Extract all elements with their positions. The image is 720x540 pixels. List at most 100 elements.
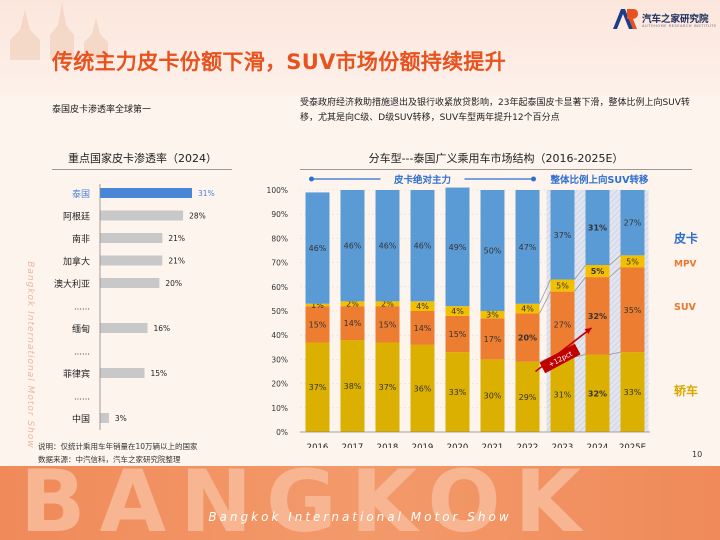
stacked-bar-segment xyxy=(410,311,435,345)
stacked-bar-segment xyxy=(340,340,365,432)
country-label: 中国 xyxy=(72,413,90,425)
stacked-bar-segment xyxy=(410,190,435,302)
y-tick-label: 20% xyxy=(271,380,288,389)
stacked-bar-segment xyxy=(620,255,645,268)
x-tick-label: 2016 xyxy=(307,443,329,448)
y-tick-label: 100% xyxy=(267,186,288,195)
segment-value-label: 2% xyxy=(381,300,394,309)
country-label: …… xyxy=(74,348,90,357)
left-chart-title: 重点国家皮卡渗透率（2024） xyxy=(68,152,217,165)
market-structure-chart: 0% 10% 20% 30% 40% 50% 60% 70% 80% 90% 100% 37% 15% 1… xyxy=(267,172,698,448)
country-label: 澳大利亚 xyxy=(54,278,90,290)
stacked-bar-segment xyxy=(550,190,575,280)
stacked-bar-segment xyxy=(480,190,505,311)
stacked-bar-segment xyxy=(375,306,400,343)
stacked-bar-segment xyxy=(375,190,400,302)
footnote-line-1: 说明：仅统计乘用车年销量在10万辆以上的国家 xyxy=(38,442,198,451)
segment-value-label: 29% xyxy=(519,393,537,402)
stacked-bar-segment xyxy=(585,354,610,432)
segment-value-label: 15% xyxy=(309,320,327,329)
x-tick-label: 2017 xyxy=(342,443,364,448)
segment-value-label: 37% xyxy=(554,231,572,240)
x-tick-label: 2018 xyxy=(377,443,399,448)
y-tick-label: 0% xyxy=(276,428,288,437)
penetration-bar xyxy=(100,233,163,243)
segment-value-label: 32% xyxy=(588,389,607,398)
penetration-bar xyxy=(100,255,163,266)
footnote: 说明：仅统计乘用车年销量在10万辆以上的国家 数据来源：中汽信科，汽车之家研究院… xyxy=(38,440,198,466)
right-band-label: 整体比例上向SUV转移 xyxy=(550,174,649,186)
stacked-bar-segment xyxy=(305,303,330,307)
segment-value-label: 1% xyxy=(311,301,324,310)
stacked-bar-segment xyxy=(585,190,610,266)
segment-value-label: 15% xyxy=(379,320,397,329)
right-title-divider xyxy=(300,169,692,170)
stacked-bar-segment xyxy=(410,344,435,432)
segment-value-label: 47% xyxy=(519,243,537,252)
stacked-bar-segment xyxy=(515,303,540,314)
y-tick-label: 40% xyxy=(271,331,288,340)
logo-subtext: AUTOHOME RESEARCH INSTITUTE xyxy=(642,24,717,28)
y-tick-label: 30% xyxy=(271,355,288,364)
segment-value-label: 37% xyxy=(309,383,327,392)
segment-value-label: 46% xyxy=(309,244,327,253)
stacked-bar-segment xyxy=(480,359,505,432)
segment-value-label: 37% xyxy=(379,383,397,392)
left-subtitle: 泰国皮卡渗透率全球第一 xyxy=(52,105,152,115)
trend-connector xyxy=(539,279,551,304)
segment-value-label: 30% xyxy=(484,392,502,401)
stacked-bar-segment xyxy=(410,301,435,311)
country-label: 缅甸 xyxy=(72,323,90,335)
page-number: 10 xyxy=(692,450,703,459)
stacked-bar-segment xyxy=(305,342,330,432)
segment-value-label: 36% xyxy=(414,384,432,393)
stacked-bar-segment xyxy=(550,291,575,357)
penetration-bar xyxy=(100,278,160,288)
banner-big-text: BANGKOK xyxy=(20,466,596,540)
segment-value-label: 35% xyxy=(624,306,642,315)
segment-value-label: 31% xyxy=(554,390,572,399)
x-tick-label: 2022 xyxy=(517,443,539,448)
y-tick-label: 60% xyxy=(271,283,288,292)
stacked-bar-segment xyxy=(550,279,575,292)
stacked-bar-segment xyxy=(445,352,470,432)
stacked-bar-segment xyxy=(375,342,400,432)
trend-connector xyxy=(574,276,586,292)
segment-value-label: 17% xyxy=(484,335,502,344)
penetration-value-label: 3% xyxy=(115,414,127,423)
segment-value-label: 4% xyxy=(416,302,429,311)
y-tick-label: 80% xyxy=(271,234,288,243)
logo: 汽车之家研究院 AUTOHOME RESEARCH INSTITUTE xyxy=(612,8,716,32)
x-tick-label: 2025E xyxy=(619,443,646,448)
segment-value-label: 4% xyxy=(451,307,464,316)
stacked-bar-segment xyxy=(340,301,365,307)
x-tick-label: 2023 xyxy=(552,443,574,448)
stacked-bar-segment xyxy=(375,301,400,307)
side-watermark-text: Bangkok International Motor Show xyxy=(24,261,35,449)
page-title: 传统主力皮卡份额下滑，SUV市场份额持续提升 xyxy=(52,50,507,74)
country-label: …… xyxy=(74,303,90,312)
penetration-bar xyxy=(100,188,192,198)
stacked-bar-segment xyxy=(305,192,330,304)
segment-value-label: 5% xyxy=(556,282,569,291)
stacked-bar-segment xyxy=(445,315,470,353)
stacked-bar-segment xyxy=(480,311,505,319)
left-band-dot xyxy=(531,176,536,182)
x-tick-label: 2024 xyxy=(587,443,609,448)
segment-value-label: 38% xyxy=(344,382,362,391)
stacked-bar-segment xyxy=(585,265,610,278)
stacked-bar-segment xyxy=(305,306,330,343)
segment-value-label: 33% xyxy=(624,388,642,397)
stacked-bar-segment xyxy=(515,190,540,304)
segment-value-label: 2% xyxy=(346,300,359,309)
footnote-line-2: 数据来源：中汽信科，汽车之家研究院整理 xyxy=(38,455,181,464)
segment-value-label: 14% xyxy=(344,319,362,328)
trend-connector xyxy=(609,255,621,266)
penetration-bar-chart: 泰国 31% 阿根廷 28% 南非 21% 加拿大 21% 澳大利亚 20% …… 缅甸 16% …… 菲律… xyxy=(54,184,215,430)
penetration-bar xyxy=(100,323,148,333)
x-tick-label: 2019 xyxy=(412,443,434,448)
segment-value-label: 5% xyxy=(626,257,639,266)
stacked-bar-segment xyxy=(585,277,610,355)
stacked-bar-segment xyxy=(620,190,645,256)
